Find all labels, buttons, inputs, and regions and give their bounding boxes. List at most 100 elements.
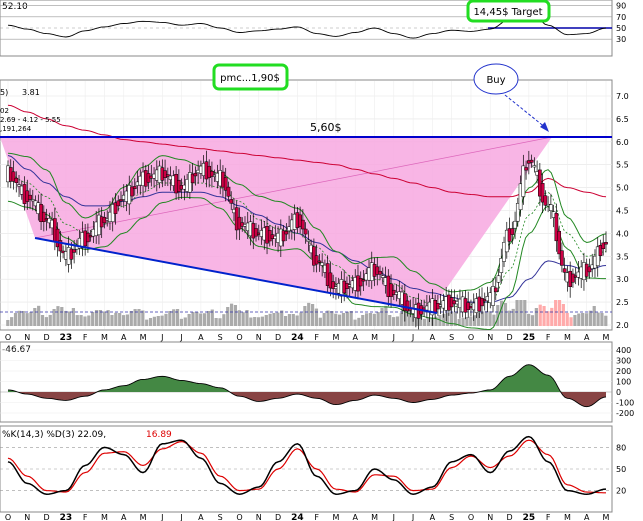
month-label: D xyxy=(506,333,512,342)
price-tick: 3.5 xyxy=(616,252,629,261)
volume-bar xyxy=(461,317,465,326)
month-label: D xyxy=(275,513,281,521)
volume-bar xyxy=(276,312,280,326)
month-label: N xyxy=(487,513,493,521)
month-label: N xyxy=(256,513,262,521)
candle-body xyxy=(190,173,195,184)
candle-body xyxy=(320,262,325,266)
volume-bar xyxy=(125,314,129,326)
macd-negative-area xyxy=(8,392,606,407)
candle-body xyxy=(562,268,567,273)
month-label: M xyxy=(371,513,378,521)
month-label: S xyxy=(218,513,223,521)
candle-body xyxy=(529,159,534,163)
volume-bar xyxy=(353,319,357,326)
volume-bar xyxy=(283,316,288,326)
rsi-level-tick: 70 xyxy=(616,13,626,22)
volume-bar xyxy=(37,305,41,326)
candle-body xyxy=(496,275,501,283)
month-label: 25 xyxy=(523,513,536,521)
candle-body xyxy=(328,272,333,289)
month-label: M xyxy=(140,333,147,342)
month-label: A xyxy=(352,513,358,521)
candle-body xyxy=(493,287,498,293)
candle-body xyxy=(557,230,562,255)
volume-bar xyxy=(87,315,91,326)
macd-tick: 300 xyxy=(616,357,631,366)
month-label: M xyxy=(332,333,339,342)
candle-body xyxy=(604,242,608,245)
buy-bubble xyxy=(473,63,519,95)
volume-bar xyxy=(249,317,253,326)
candle-body xyxy=(480,298,484,307)
volume-bar xyxy=(164,313,168,326)
volume-bar xyxy=(222,314,226,326)
rsi-level-tick: 50 xyxy=(616,24,626,33)
volume-bar xyxy=(515,300,519,326)
volume-bar xyxy=(183,317,187,326)
volume-bar xyxy=(44,317,48,326)
volume-bar xyxy=(187,314,191,326)
volume-bar xyxy=(299,312,303,326)
month-axis-bottom: O N D 23 F M A M J J A S O N D 24 F M A M J J A S O N D 25 F M A M xyxy=(5,513,610,521)
month-label: A xyxy=(198,513,204,521)
volume-bar xyxy=(67,311,72,326)
candle-body xyxy=(571,273,575,283)
volume-bar xyxy=(295,315,299,326)
candle-body xyxy=(11,171,16,182)
volume-bar xyxy=(307,302,311,326)
month-label: 23 xyxy=(60,333,73,343)
rsi-value-label: 52.10 xyxy=(2,2,28,12)
macd-tick: -100 xyxy=(616,399,634,408)
candle-body xyxy=(132,186,137,190)
volume-bar xyxy=(507,310,511,326)
candle-body xyxy=(314,255,319,265)
month-label: O xyxy=(468,513,474,521)
volume-bar xyxy=(538,304,542,326)
volume-bar xyxy=(588,310,592,326)
volume-bar xyxy=(133,309,137,326)
volume-bar xyxy=(361,315,365,326)
volume-bar xyxy=(237,310,241,326)
month-label: M xyxy=(371,333,378,342)
volume-bar xyxy=(191,312,195,326)
month-label: O xyxy=(468,333,474,342)
month-label: S xyxy=(449,333,454,342)
volume-bar xyxy=(330,311,334,326)
indicator-line-1: 02 xyxy=(0,107,9,115)
volume-bar xyxy=(419,311,423,326)
volume-bar xyxy=(303,306,307,326)
indicator-line-2: 2.69 - 4.12 - 5.55 xyxy=(0,116,61,124)
buy-arrow-head xyxy=(540,122,549,132)
volume-bar xyxy=(229,303,234,326)
price-tick: 5.5 xyxy=(616,161,629,170)
candle-body xyxy=(358,278,363,287)
candle-body xyxy=(532,165,537,168)
volume-bar xyxy=(179,318,184,326)
month-label: D xyxy=(506,513,512,521)
volume-bar xyxy=(29,312,33,326)
month-label: A xyxy=(352,333,358,342)
volume-bar xyxy=(326,310,330,326)
stoch-tick: 20 xyxy=(616,487,626,496)
price-header-value: 3.81 xyxy=(22,88,40,97)
volume-bar xyxy=(384,305,388,326)
volume-bar xyxy=(156,316,160,326)
candle-body xyxy=(361,279,366,282)
candle-body xyxy=(193,172,198,177)
month-label: J xyxy=(160,333,163,342)
volume-bar xyxy=(172,309,176,326)
volume-bar xyxy=(388,315,392,326)
candle-body xyxy=(331,281,336,289)
month-label: F xyxy=(83,513,88,521)
price-tick: 2.0 xyxy=(616,321,629,330)
macd-tick: 200 xyxy=(616,367,631,376)
volume-bar xyxy=(372,313,376,326)
candle-body xyxy=(538,169,542,197)
volume-bar xyxy=(13,313,18,326)
rsi-panel: 52.10 90 70 50 30 14,45$ Target xyxy=(0,0,626,57)
candle-body xyxy=(17,184,21,187)
candle-body xyxy=(554,213,559,242)
volume-bar xyxy=(534,308,538,326)
